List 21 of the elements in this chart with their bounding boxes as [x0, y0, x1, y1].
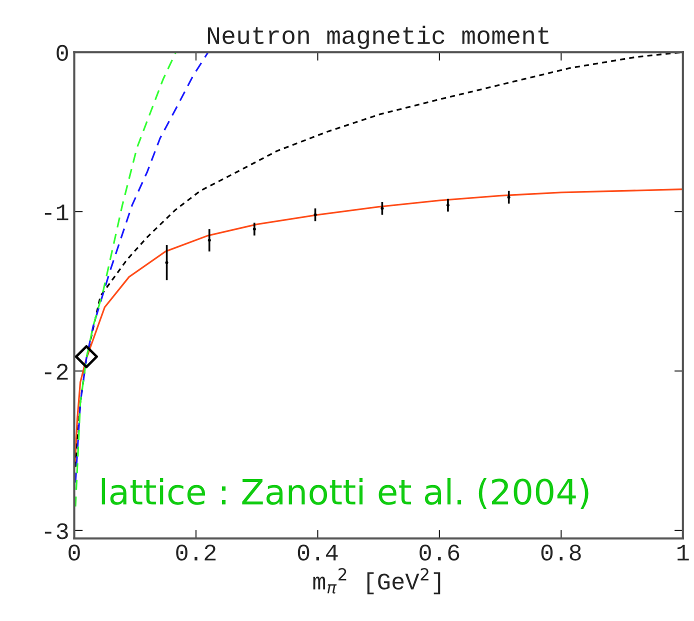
y-tick-label: -1 — [44, 204, 68, 220]
x-tick-label: 0.2 — [176, 544, 216, 561]
x-tick-label: 1 — [678, 544, 689, 560]
point — [252, 228, 256, 231]
y-tick-label: 0 — [56, 44, 68, 61]
text: m$_{π}$$^{2}$ [GeV$^{2}$] — [313, 568, 440, 594]
x-tick-label: 0 — [68, 544, 80, 561]
chart-title: Neutron magnetic moment — [208, 26, 548, 50]
point — [74, 345, 98, 368]
point — [446, 204, 450, 207]
y-tick-label: -2 — [44, 364, 68, 380]
point — [507, 196, 510, 199]
x-tick-label: 0.6 — [420, 544, 460, 561]
point — [314, 213, 317, 216]
x-tick-label: 0.8 — [541, 544, 581, 561]
y-tick-label: -3 — [44, 523, 68, 540]
x-tick-label: 0.4 — [298, 544, 338, 561]
point — [380, 206, 384, 210]
point — [165, 261, 168, 264]
point — [208, 238, 211, 242]
annotation: lattice : Zanotti et al. (2004) — [102, 478, 588, 509]
